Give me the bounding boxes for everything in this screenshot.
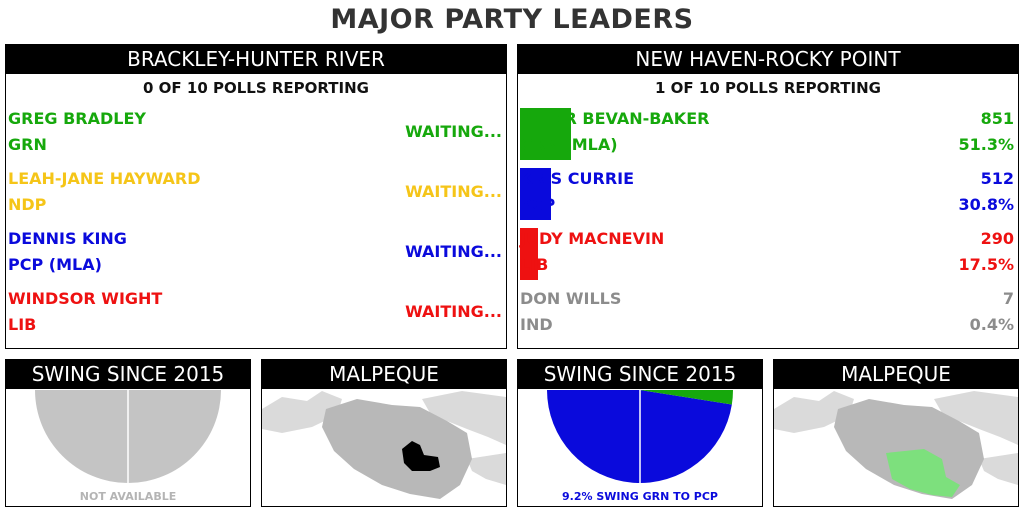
candidate-party: LIB — [520, 255, 549, 274]
swing-box-left: SWING SINCE 2015 NOT AVAILABLE — [5, 359, 251, 507]
candidate-percent: 30.8% — [958, 195, 1014, 214]
riding-header: BRACKLEY-HUNTER RIVER — [6, 45, 506, 74]
candidate-name: DENNIS KING — [8, 229, 127, 248]
polls-reporting: 0 OF 10 POLLS REPORTING — [143, 79, 369, 97]
map-land-east — [934, 391, 1018, 445]
map-land-southeast — [979, 453, 1018, 485]
malpeque-map — [774, 391, 1018, 499]
map-box-left: MALPEQUE — [261, 359, 507, 507]
polls-reporting: 1 OF 10 POLLS REPORTING — [655, 79, 881, 97]
candidate-row: PETER BEVAN-BAKER 851 GRN (MLA) 51.3% — [518, 102, 1018, 162]
candidate-percent: 0.4% — [969, 315, 1014, 334]
swing-header: SWING SINCE 2015 — [6, 360, 250, 389]
candidate-row: DENNIS KING PCP (MLA) WAITING... — [6, 222, 506, 282]
candidate-percent: 51.3% — [958, 135, 1014, 154]
map-riding-highlight — [886, 449, 960, 497]
candidate-party: GRN (MLA) — [520, 135, 618, 154]
map-header: MALPEQUE — [774, 360, 1018, 389]
vote-share-bar — [520, 108, 571, 160]
vote-share-bar — [520, 228, 538, 280]
swing-pie-unavailable — [35, 390, 221, 483]
candidate-percent: 17.5% — [958, 255, 1014, 274]
candidate-row: JUDY MACNEVIN 290 LIB 17.5% — [518, 222, 1018, 282]
candidate-votes: 7 — [1002, 289, 1014, 308]
map-land-west — [262, 391, 342, 433]
candidate-name: WINDSOR WIGHT — [8, 289, 163, 308]
swing-box-right: SWING SINCE 2015 9.2% SWING GRN TO PCP — [517, 359, 763, 507]
vote-share-bar — [520, 168, 551, 220]
candidate-votes: 290 — [980, 229, 1014, 248]
map-land-southeast — [467, 453, 506, 485]
map-header: MALPEQUE — [262, 360, 506, 389]
candidate-party: NDP — [8, 195, 47, 214]
candidate-party: LIB — [8, 315, 37, 334]
candidate-votes: 851 — [980, 109, 1014, 128]
map-riding-highlight — [402, 441, 440, 471]
riding-panel-left: BRACKLEY-HUNTER RIVER 0 OF 10 POLLS REPO… — [5, 44, 507, 349]
candidate-name: KRIS CURRIE — [520, 169, 635, 188]
candidate-name: LEAH-JANE HAYWARD — [8, 169, 201, 188]
swing-header: SWING SINCE 2015 — [518, 360, 762, 389]
riding-panel-right: NEW HAVEN-ROCKY POINT 1 OF 10 POLLS REPO… — [517, 44, 1019, 349]
candidate-status: WAITING... — [405, 242, 502, 261]
riding-header: NEW HAVEN-ROCKY POINT — [518, 45, 1018, 74]
candidate-party: GRN — [8, 135, 47, 154]
candidate-row: LEAH-JANE HAYWARD NDP WAITING... — [6, 162, 506, 222]
candidate-status: WAITING... — [405, 302, 502, 321]
swing-note: NOT AVAILABLE — [79, 490, 177, 503]
candidate-name: JUDY MACNEVIN — [520, 229, 665, 248]
candidate-row: DON WILLS 7 IND 0.4% — [518, 282, 1018, 342]
malpeque-map — [262, 391, 506, 499]
map-box-right: MALPEQUE — [773, 359, 1019, 507]
candidate-name: DON WILLS — [520, 289, 622, 308]
candidate-status: WAITING... — [405, 122, 502, 141]
candidate-party: PCP (MLA) — [8, 255, 102, 274]
swing-note: 9.2% SWING GRN TO PCP — [562, 490, 718, 503]
candidate-name: PETER BEVAN-BAKER — [520, 109, 710, 128]
candidate-row: WINDSOR WIGHT LIB WAITING... — [6, 282, 506, 342]
candidate-party: PCP — [520, 195, 556, 214]
swing-pie-grn — [640, 390, 733, 405]
map-land-east — [422, 391, 506, 445]
candidate-party: IND — [520, 315, 553, 334]
candidate-status: WAITING... — [405, 182, 502, 201]
candidate-row: GREG BRADLEY GRN WAITING... — [6, 102, 506, 162]
map-region-malpeque — [834, 399, 984, 499]
map-region-malpeque — [322, 399, 472, 499]
candidate-name: GREG BRADLEY — [8, 109, 146, 128]
swing-pie — [547, 390, 733, 483]
candidate-votes: 512 — [980, 169, 1014, 188]
page-title: MAJOR PARTY LEADERS — [330, 4, 694, 35]
candidate-row: KRIS CURRIE 512 PCP 30.8% — [518, 162, 1018, 222]
map-land-west — [774, 391, 854, 433]
